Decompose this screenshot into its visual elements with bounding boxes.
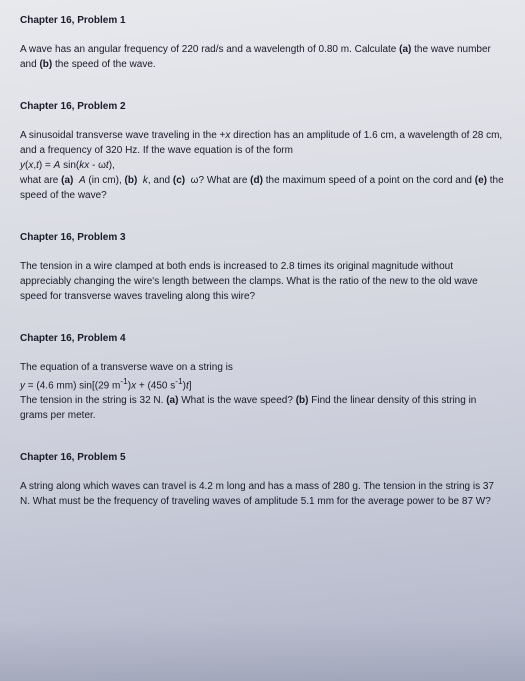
problem-5: Chapter 16, Problem 5 A string along whi… [20, 451, 505, 509]
problem-title: Chapter 16, Problem 1 [20, 14, 505, 28]
problem-4: Chapter 16, Problem 4 The equation of a … [20, 332, 505, 423]
problem-1: Chapter 16, Problem 1 A wave has an angu… [20, 14, 505, 72]
problem-title: Chapter 16, Problem 4 [20, 332, 505, 346]
problem-2: Chapter 16, Problem 2 A sinusoidal trans… [20, 100, 505, 203]
problem-3: Chapter 16, Problem 3 The tension in a w… [20, 231, 505, 304]
problem-body: A wave has an angular frequency of 220 r… [20, 42, 505, 72]
problem-title: Chapter 16, Problem 2 [20, 100, 505, 114]
problem-title: Chapter 16, Problem 3 [20, 231, 505, 245]
page-shadow [0, 621, 525, 681]
problem-body: A sinusoidal transverse wave traveling i… [20, 128, 505, 203]
problem-title: Chapter 16, Problem 5 [20, 451, 505, 465]
problem-body: The tension in a wire clamped at both en… [20, 259, 505, 304]
problem-body: A string along which waves can travel is… [20, 479, 505, 509]
problem-body: The equation of a transverse wave on a s… [20, 360, 505, 423]
